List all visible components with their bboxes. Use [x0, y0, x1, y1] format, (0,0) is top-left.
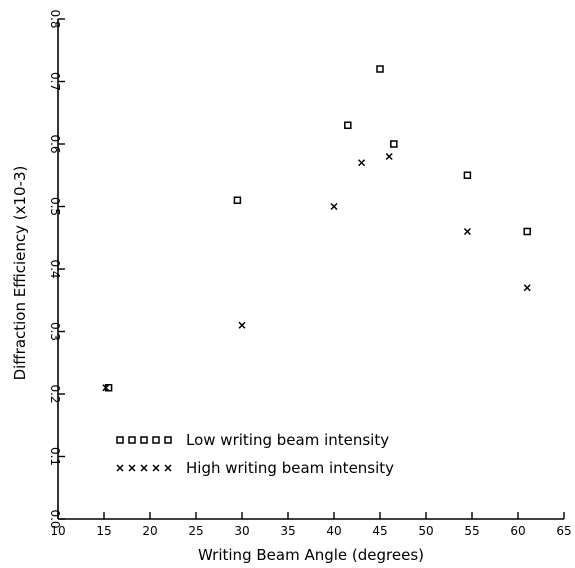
high-intensity-point — [523, 284, 531, 292]
x-tick-label: 65 — [556, 524, 571, 538]
legend-label: High writing beam intensity — [186, 459, 394, 477]
y-axis-title: Diffraction Efficiency (x10-3) — [11, 166, 29, 381]
x-tick-label: 60 — [510, 524, 525, 538]
legend-label: Low writing beam intensity — [186, 431, 389, 449]
x-ticks: 10 15 20 25 30 35 40 45 50 55 60 65 — [50, 512, 572, 538]
high-intensity-point — [385, 152, 393, 161]
y-tick-label: 0.4 — [48, 259, 62, 278]
x-tick-label: 40 — [326, 524, 341, 538]
legend-square-marker — [152, 436, 160, 444]
low-intensity-point — [344, 121, 352, 129]
data-points — [102, 65, 531, 392]
legend-x-marker — [116, 464, 124, 472]
x-tick-label: 10 — [50, 524, 65, 538]
x-tick-label: 15 — [96, 524, 111, 538]
y-tick-label: 0.8 — [48, 9, 62, 28]
x-tick-label: 45 — [372, 524, 387, 538]
x-axis-title: Writing Beam Angle (degrees) — [198, 546, 424, 564]
y-tick-label: 0.0 — [48, 509, 62, 528]
high-intensity-point — [463, 227, 471, 236]
legend-square-marker — [140, 436, 148, 444]
low-intensity-point — [523, 227, 531, 236]
low-intensity-point — [233, 196, 242, 204]
x-tick-label: 35 — [280, 524, 295, 538]
legend-square-marker — [164, 436, 172, 444]
legend-x-marker — [164, 464, 172, 472]
legend-x-marker — [152, 464, 160, 472]
legend-x-marker — [128, 464, 136, 472]
y-tick-label: 0.3 — [48, 322, 62, 341]
high-intensity-point — [358, 159, 366, 167]
y-tick-label: 0.1 — [48, 447, 62, 466]
legend-square-marker — [116, 436, 124, 444]
legend-x-marker — [140, 464, 148, 472]
high-intensity-point — [238, 321, 246, 329]
legend: Low writing beam intensity High writing b… — [116, 431, 394, 477]
low-intensity-point — [376, 65, 384, 73]
legend-square-marker — [128, 436, 136, 444]
y-tick-label: 0.2 — [48, 384, 62, 403]
low-intensity-point — [390, 140, 398, 148]
y-tick-label: 0.6 — [48, 134, 62, 153]
y-tick-label: 0.7 — [48, 72, 62, 91]
x-tick-label: 50 — [418, 524, 433, 538]
x-tick-label: 30 — [234, 524, 249, 538]
low-intensity-point — [463, 171, 472, 179]
x-tick-label: 55 — [464, 524, 479, 538]
x-tick-label: 20 — [142, 524, 157, 538]
high-intensity-point — [102, 384, 110, 392]
y-ticks: 0.0 0.1 0.2 0.3 0.4 0.5 0.6 0.7 0.8 — [48, 9, 65, 529]
y-tick-label: 0.5 — [48, 197, 62, 216]
high-intensity-point — [330, 202, 338, 211]
x-tick-label: 25 — [188, 524, 203, 538]
